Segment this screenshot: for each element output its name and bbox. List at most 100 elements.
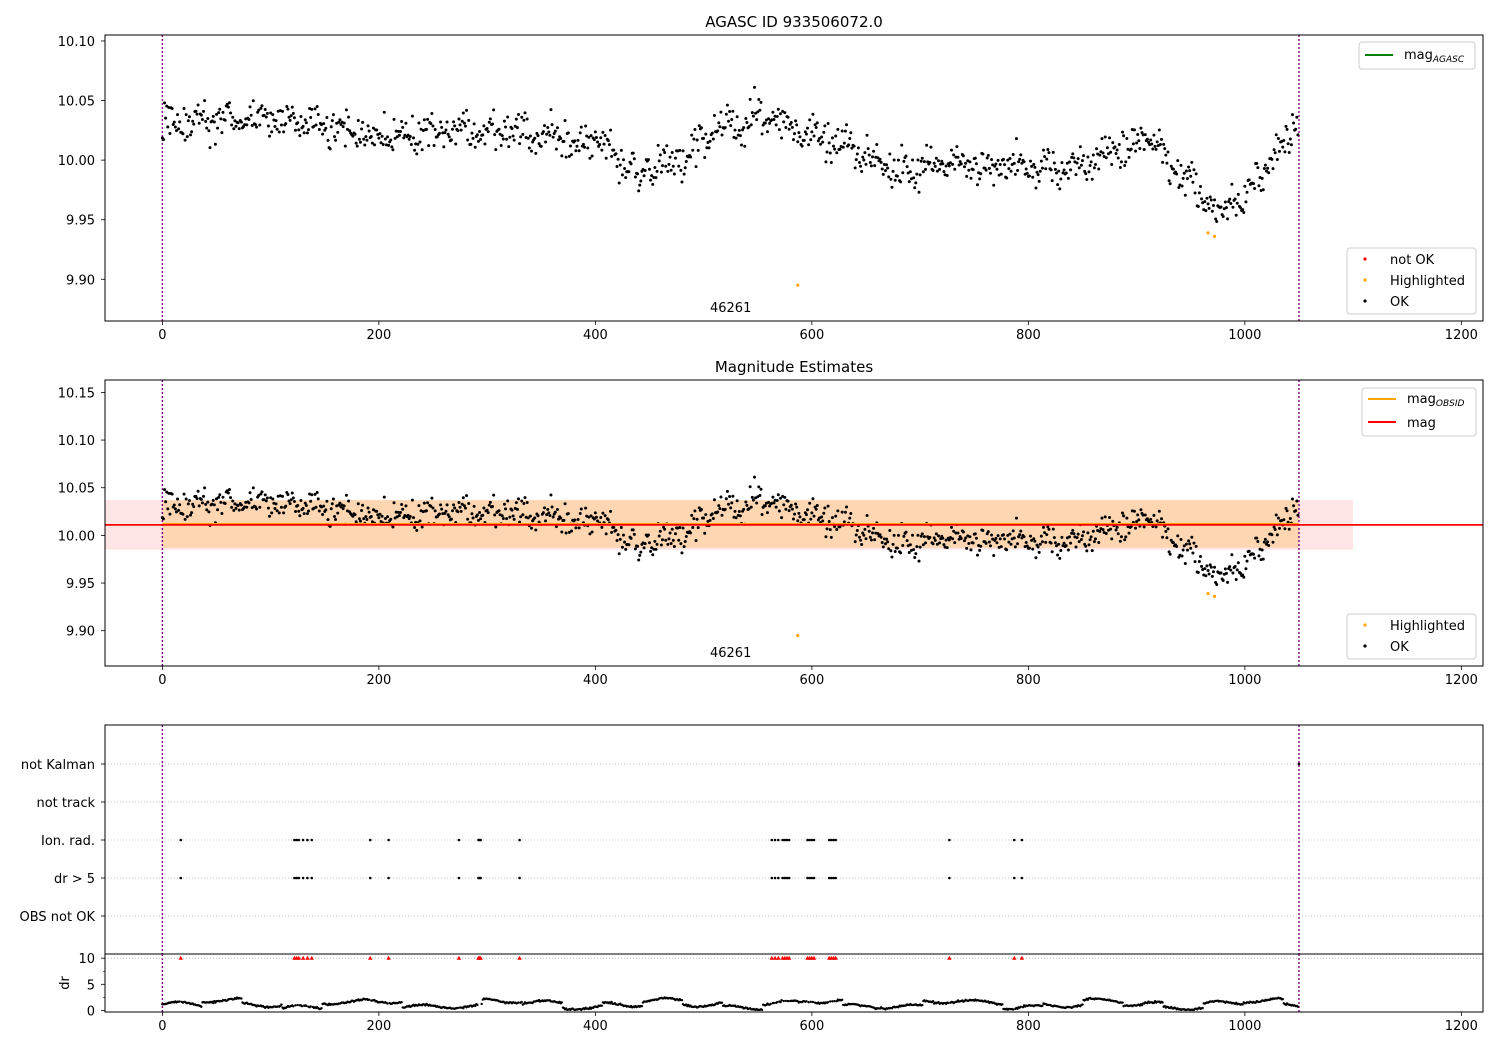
ok-point [1155, 140, 1159, 144]
ok-point [771, 495, 775, 499]
ok-point [1160, 137, 1164, 141]
ok-point [670, 527, 674, 531]
ok-point [515, 507, 519, 511]
ok-point [1077, 166, 1081, 170]
ok-point [1052, 536, 1056, 540]
ok-point [395, 135, 399, 139]
chart_data.0-x-tick-label: 0 [158, 328, 166, 343]
ok-point [1230, 553, 1234, 557]
ok-point [812, 514, 816, 518]
ok-point [566, 131, 570, 135]
ok-point [973, 532, 977, 536]
ok-point [1138, 147, 1142, 151]
ok-point [342, 504, 346, 508]
ok-point [1072, 532, 1076, 536]
dr-point [212, 1001, 215, 1005]
ok-point [653, 166, 657, 170]
ok-point [326, 518, 330, 522]
ok-point [494, 148, 498, 152]
ok-point [767, 117, 771, 121]
ok-point [593, 130, 597, 134]
ok-point [541, 511, 545, 515]
dr-clipped-marker [296, 955, 301, 960]
ok-point [835, 527, 839, 531]
ok-point [624, 176, 628, 180]
ok-point [679, 168, 683, 172]
ok-point [245, 123, 249, 127]
dr-gt-5-point [777, 876, 780, 880]
ok-point [233, 119, 237, 123]
ion-rad-point [518, 838, 521, 842]
dr-gt-5-point [297, 876, 301, 880]
ok-point [546, 507, 550, 511]
ok-point [922, 160, 926, 164]
ok-point [793, 512, 797, 516]
ok-point [517, 497, 521, 501]
ok-point [539, 144, 543, 148]
ok-point [1064, 171, 1068, 175]
ok-point [498, 132, 502, 136]
ok-point [208, 146, 212, 150]
ok-point [549, 493, 553, 497]
ok-point [1119, 160, 1123, 164]
ok-point [424, 509, 428, 513]
ok-point [309, 115, 313, 119]
ok-point [1244, 567, 1248, 571]
ok-point [620, 173, 624, 177]
ok-point [992, 553, 996, 557]
ok-point [1119, 535, 1123, 539]
ok-point [1261, 557, 1265, 561]
ok-point [518, 142, 522, 146]
ok-point [181, 132, 185, 136]
ok-point [457, 500, 461, 504]
ok-point [842, 141, 846, 145]
ok-point [1290, 497, 1294, 501]
ok-point [550, 123, 554, 127]
ok-point [465, 494, 469, 498]
ok-point [797, 511, 801, 515]
ok-point [840, 510, 844, 514]
ok-point [1161, 160, 1165, 164]
ok-point [959, 162, 963, 166]
ok-point [161, 517, 165, 521]
ok-point [536, 134, 540, 138]
ok-point [1013, 545, 1017, 549]
ok-point [525, 117, 529, 121]
ok-point [616, 533, 620, 537]
y-tick-label: 9.90 [66, 273, 95, 288]
ok-point [755, 501, 759, 505]
ok-point [505, 517, 509, 521]
ok-point [452, 120, 456, 124]
ok-point [290, 491, 294, 495]
ok-point [447, 135, 451, 139]
highlighted-point [796, 633, 800, 638]
ok-point [938, 541, 942, 545]
ok-point [460, 502, 464, 506]
ok-point [990, 533, 994, 537]
ok-point [774, 123, 778, 127]
ok-point [811, 112, 815, 116]
dr-point [1241, 1003, 1244, 1006]
ok-point [737, 128, 741, 132]
highlighted-point [1212, 594, 1217, 599]
ok-point [389, 138, 393, 142]
ok-point [622, 158, 626, 162]
ok-point [859, 538, 863, 542]
ok-point [603, 133, 607, 137]
ok-point [1082, 154, 1086, 158]
ok-point [942, 543, 946, 547]
ok-point [358, 140, 362, 144]
ok-point [1283, 527, 1287, 531]
ok-point [772, 117, 776, 121]
ok-point [456, 510, 460, 514]
ok-point [765, 511, 769, 515]
dr-point [200, 1005, 203, 1008]
ok-point [258, 505, 262, 509]
ok-point [934, 532, 938, 536]
ok-point [573, 139, 577, 143]
ok-point [526, 136, 530, 140]
ok-point [394, 129, 398, 133]
ok-point [297, 509, 301, 513]
ok-point [881, 172, 885, 176]
ok-point [465, 108, 469, 112]
